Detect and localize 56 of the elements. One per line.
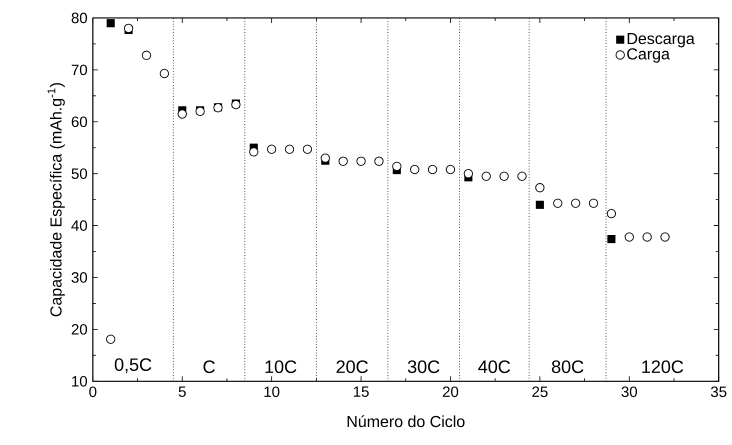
annotation: 10C [265, 360, 296, 374]
x-tick-label: 10 [264, 386, 280, 397]
point [499, 172, 509, 181]
point [267, 144, 276, 154]
point [106, 334, 116, 344]
point [284, 144, 294, 154]
y-tick-label: 50 [72, 168, 88, 179]
point [338, 156, 348, 166]
annotation: 80C [552, 360, 584, 374]
point [607, 234, 616, 244]
point [106, 19, 115, 28]
point [570, 198, 580, 208]
point [624, 232, 634, 242]
point [374, 156, 384, 166]
y-tick-label: 10 [72, 376, 88, 387]
point [642, 232, 652, 242]
annotation: 20C [336, 360, 368, 374]
point [553, 198, 562, 208]
point [320, 153, 330, 163]
annotation: C [203, 360, 215, 374]
point [249, 147, 258, 156]
point [482, 172, 491, 181]
annotation: 120C [642, 360, 684, 374]
point [464, 168, 473, 178]
x-axis-title: Número do Ciclo [348, 415, 465, 428]
x-tick-label: 30 [622, 386, 638, 397]
annotation: 30C [408, 360, 440, 374]
x-tick-label: 15 [354, 386, 369, 397]
point [517, 172, 527, 181]
legend-label: Carga [627, 48, 670, 63]
x-tick-label: 0 [89, 386, 96, 397]
y-tick-label: 20 [72, 324, 88, 335]
x-tick-label: 20 [442, 386, 458, 397]
point [410, 164, 420, 174]
point [302, 144, 312, 154]
y-axis-title: Capacidade Específica (mAh.g$^{-1}$) [48, 83, 65, 316]
annotation: 0,5C [114, 358, 152, 374]
legend-label: Descarga [628, 32, 695, 48]
annotation: 40C [478, 360, 510, 374]
point [356, 156, 366, 166]
point [392, 162, 402, 171]
y-tick-label: 60 [72, 116, 88, 127]
point [160, 68, 169, 78]
y-tick-label: 80 [72, 12, 88, 24]
point [142, 50, 152, 60]
y-tick-label: 30 [72, 272, 88, 283]
point [535, 182, 545, 192]
y-tick-label: 40 [71, 220, 88, 231]
x-tick-label: 25 [532, 386, 548, 397]
x-tick-label: 5 [178, 386, 186, 397]
y-tick-label: 70 [72, 64, 88, 76]
point [588, 198, 598, 208]
x-tick-label: 35 [710, 386, 726, 397]
point [606, 208, 616, 218]
point [536, 200, 544, 209]
point [178, 109, 187, 119]
